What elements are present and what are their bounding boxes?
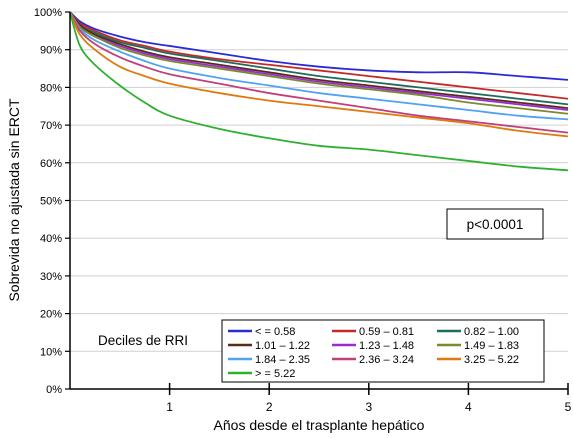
x-axis-label: Años desde el trasplante hepático: [214, 417, 425, 433]
y-axis-label: Sobrevida no ajustada sin ERCT: [6, 98, 22, 302]
p-value-text: p<0.0001: [467, 217, 524, 232]
legend: Deciles de RRI < = 0.58 0.59 – 0.81 0.82 –…: [98, 319, 545, 383]
y-tick-label: 40%: [40, 233, 62, 245]
y-tick-label: 90%: [40, 45, 62, 57]
series-line: [69, 11, 569, 121]
series-line: [69, 11, 569, 106]
y-tick-label: 30%: [40, 271, 62, 283]
series-line: [69, 11, 569, 115]
legend-label: > = 5.22: [255, 368, 295, 380]
y-tick-label: 70%: [40, 120, 62, 132]
series-line: [69, 11, 569, 138]
y-axis-ticks: 0% 10% 20% 30% 40% 50% 60% 70% 80% 90% 100%: [34, 7, 70, 396]
p-value-annotation: p<0.0001: [446, 208, 544, 240]
x-tick-label: 2: [266, 400, 273, 414]
legend-title: Deciles de RRI: [98, 333, 188, 348]
survival-curves: [69, 11, 569, 172]
legend-label: 1.84 – 2.35: [255, 354, 310, 366]
x-tick-label: 3: [365, 400, 372, 414]
legend-items: < = 0.58 0.59 – 0.81 0.82 – 1.00 1.01 – 1.2…: [228, 326, 519, 380]
p-value-box: [446, 208, 544, 240]
y-tick-label: 100%: [34, 7, 62, 19]
series-line: [69, 11, 569, 110]
legend-box: [221, 319, 545, 383]
legend-label: 1.01 – 1.22: [255, 340, 310, 352]
legend-label: 1.49 – 1.83: [464, 340, 519, 352]
series-line: [69, 11, 569, 81]
y-tick-label: 80%: [40, 82, 62, 94]
y-gridlines: [70, 11, 568, 352]
x-tick-label: 4: [465, 400, 472, 414]
x-tick-label: 1: [166, 400, 173, 414]
legend-label: < = 0.58: [255, 326, 295, 338]
y-tick-label: 20%: [40, 309, 62, 321]
legend-label: 0.59 – 0.81: [359, 326, 414, 338]
x-axis-ticks: 1 2 3 4 5: [166, 383, 572, 414]
y-tick-label: 60%: [40, 158, 62, 170]
y-tick-label: 0%: [46, 384, 62, 396]
y-tick-label: 10%: [40, 346, 62, 358]
series-line: [69, 11, 569, 172]
x-tick-label: 5: [565, 400, 572, 414]
y-tick-label: 50%: [40, 196, 62, 208]
series-line: [69, 11, 569, 100]
legend-label: 2.36 – 3.24: [359, 354, 414, 366]
legend-label: 0.82 – 1.00: [464, 326, 519, 338]
series-line: [69, 11, 569, 134]
legend-label: 1.23 – 1.48: [359, 340, 414, 352]
legend-label: 3.25 – 5.22: [464, 354, 519, 366]
